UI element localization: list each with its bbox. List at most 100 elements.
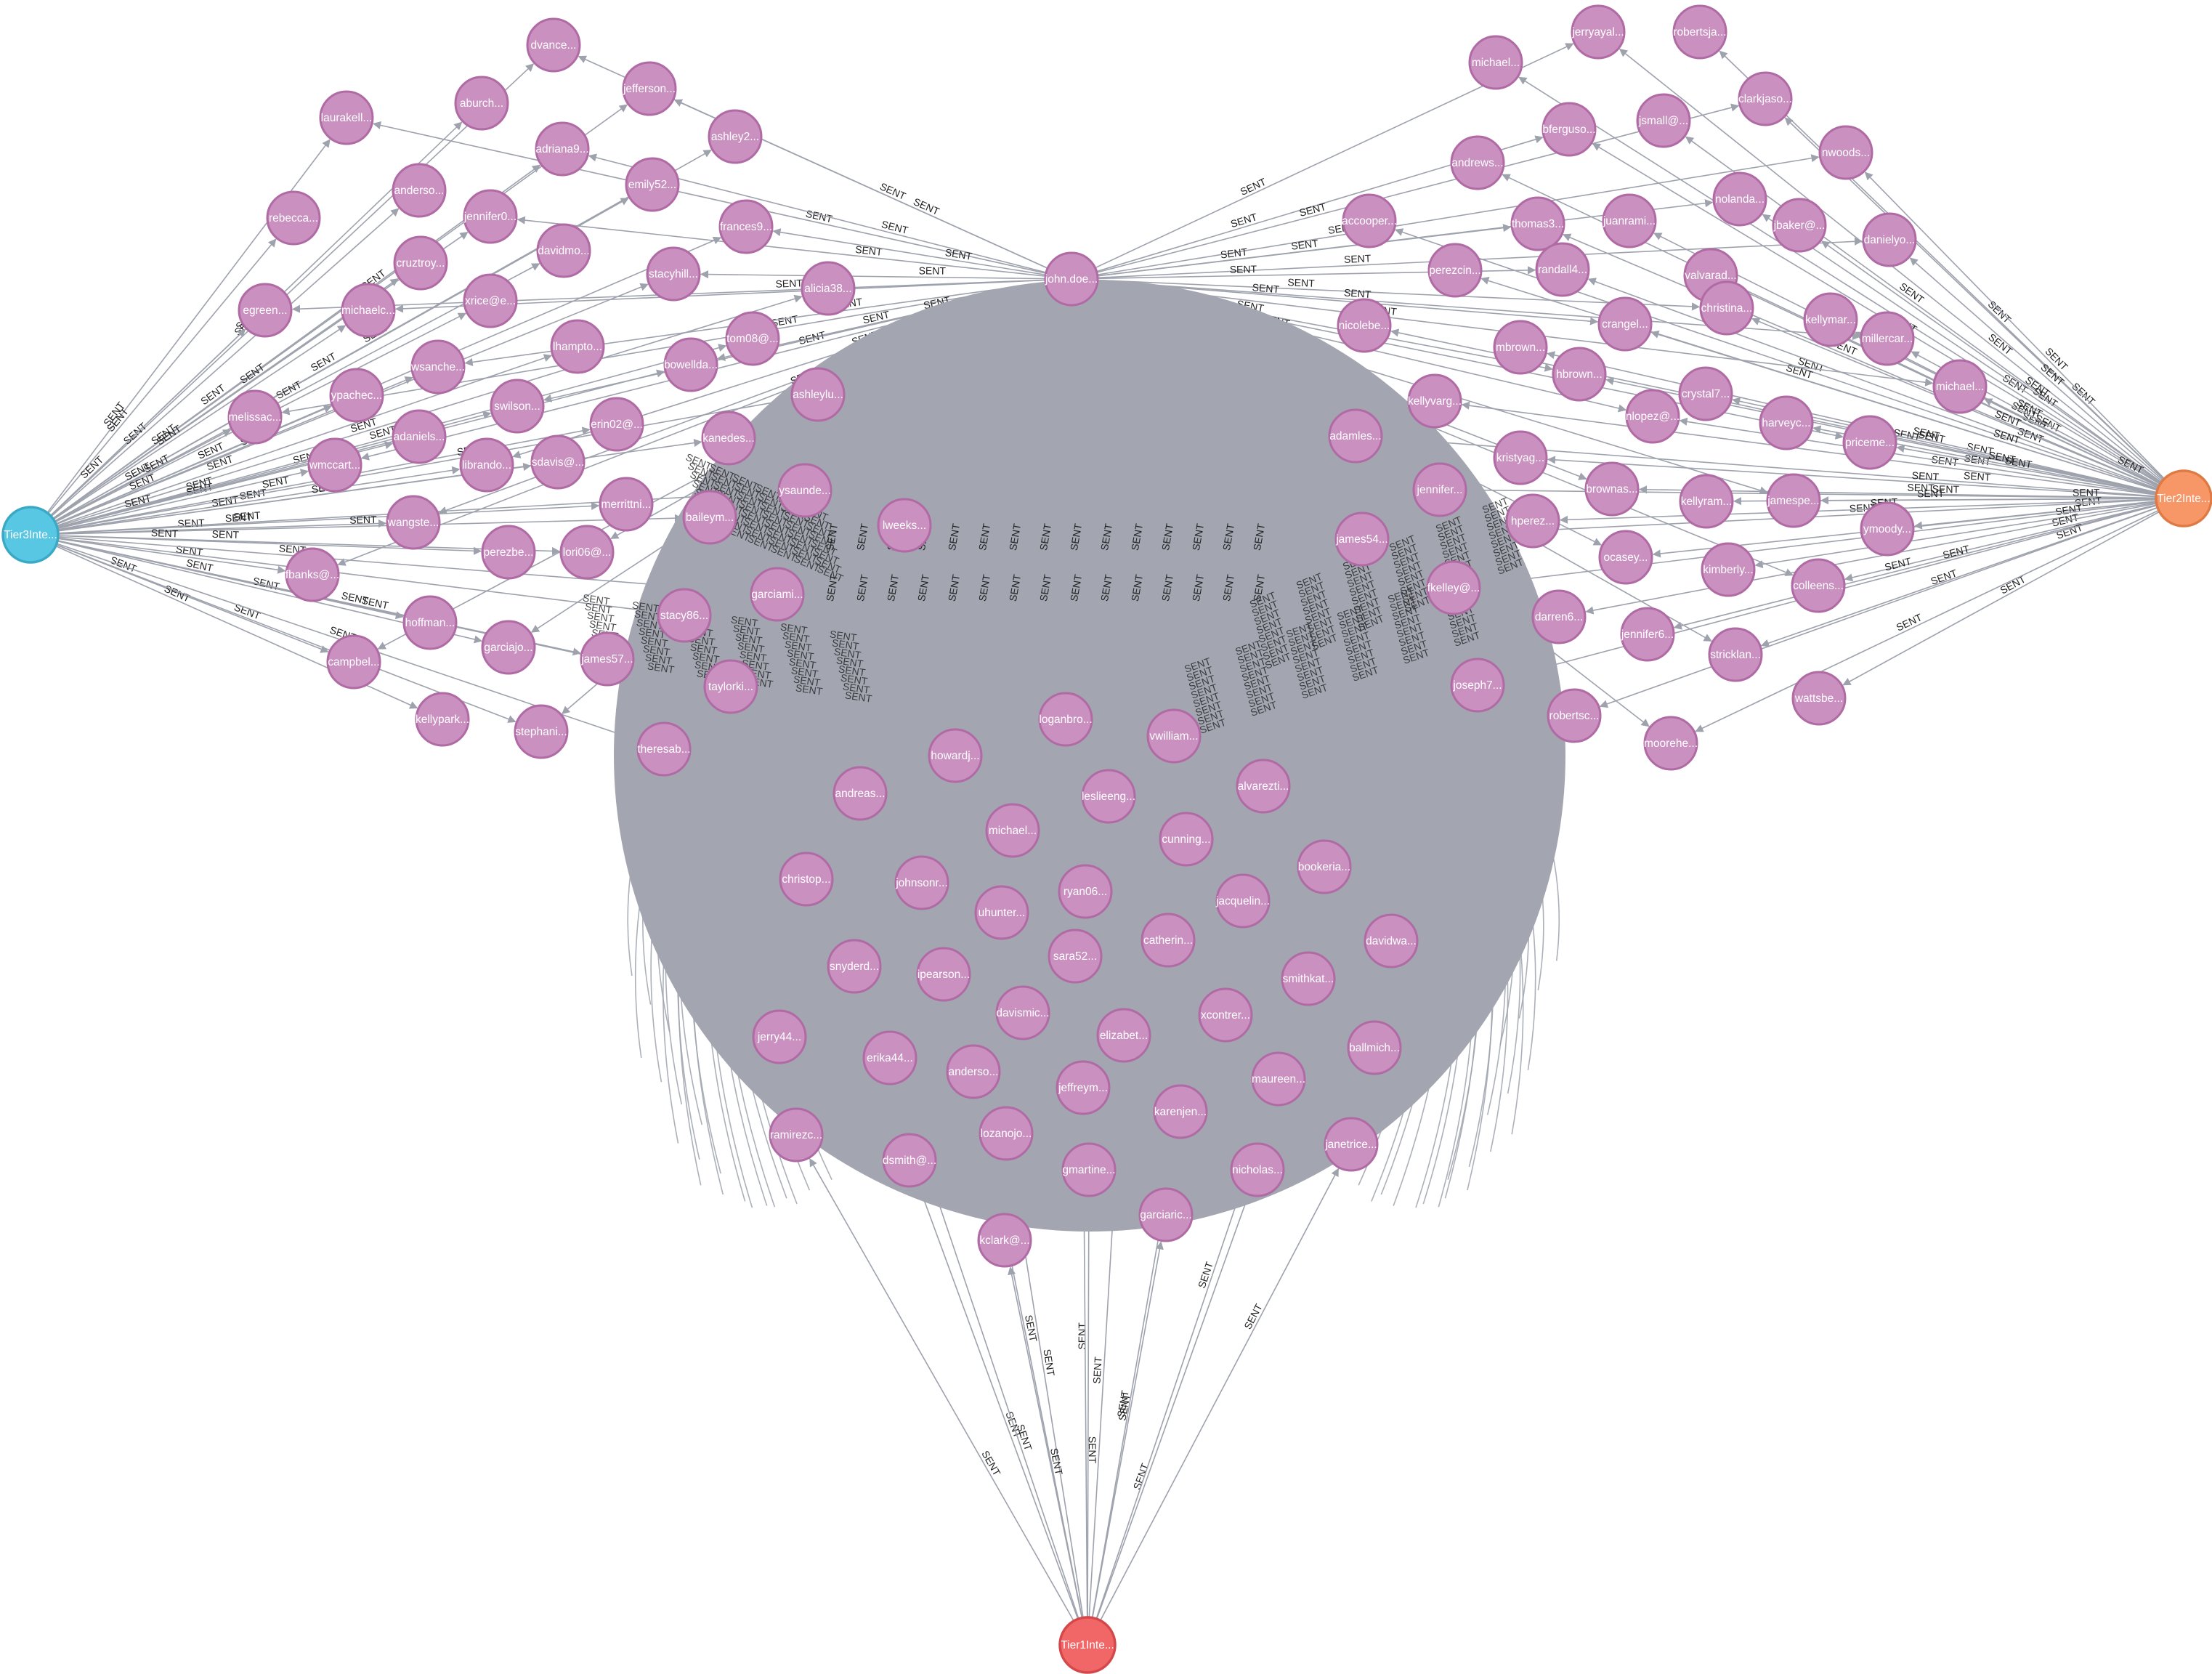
- user-node-garciajo[interactable]: garciajo...: [481, 620, 536, 675]
- user-node-kellyram[interactable]: kellyram...: [1679, 474, 1734, 529]
- user-node-thomas3[interactable]: thomas3...: [1510, 196, 1565, 251]
- user-node-perezcin[interactable]: perezcin...: [1427, 243, 1483, 298]
- user-node-adriana9[interactable]: adriana9...: [535, 121, 590, 177]
- user-node-uhunter[interactable]: uhunter...: [974, 885, 1029, 940]
- user-node-sdavis[interactable]: sdavis@...: [530, 434, 586, 490]
- user-node-aburch[interactable]: aburch...: [454, 76, 509, 131]
- user-node-kclark[interactable]: kclark@...: [977, 1213, 1032, 1268]
- user-node-rebecca[interactable]: rebecca...: [266, 190, 321, 246]
- user-node-lweeks[interactable]: lweeks...: [877, 498, 932, 553]
- user-node-moorehe[interactable]: moorehe...: [1643, 716, 1698, 771]
- hub-node-tier3[interactable]: Tier3Inte...: [1, 506, 60, 564]
- user-node-leslieeng[interactable]: leslieeng...: [1081, 769, 1136, 824]
- user-node-howardj[interactable]: howardj...: [928, 728, 983, 783]
- tier3-28-edge[interactable]: [30, 466, 461, 535]
- user-node-nicolebe[interactable]: nicolebe...: [1337, 298, 1392, 353]
- tier2-0-edge[interactable]: [1518, 76, 2184, 499]
- tier3-47-edge[interactable]: [30, 534, 658, 615]
- tier3-10-edge[interactable]: [30, 328, 246, 535]
- user-node-randall4[interactable]: randall4...: [1535, 242, 1590, 297]
- user-node-andreas[interactable]: andreas...: [832, 766, 888, 821]
- tier3-42-edge[interactable]: [30, 534, 516, 723]
- user-node-vwilliam[interactable]: vwilliam...: [1146, 708, 1202, 764]
- user-node-danielyo[interactable]: danielyo...: [1862, 212, 1917, 267]
- center-l16-edge[interactable]: [700, 270, 1072, 280]
- user-node-lozanojo[interactable]: lozanojo...: [979, 1106, 1034, 1161]
- user-node-fbanks[interactable]: fbanks@...: [285, 547, 340, 602]
- user-node-michaelc[interactable]: michaelc...: [341, 283, 396, 338]
- user-node-hoffman[interactable]: hoffman...: [402, 595, 458, 650]
- user-node-clarkjaso[interactable]: clarkjaso...: [1738, 71, 1793, 126]
- user-node-wsanche[interactable]: wsanche...: [410, 339, 466, 395]
- user-node-jennifer6[interactable]: jennifer6...: [1620, 607, 1675, 662]
- user-node-nlopez[interactable]: nlopez@...: [1625, 389, 1680, 444]
- tier2-26-edge[interactable]: [1461, 401, 2184, 499]
- user-node-davidwa[interactable]: davidwa...: [1364, 913, 1419, 969]
- user-node-swilson[interactable]: swilson...: [490, 379, 545, 434]
- user-node-davidmo[interactable]: davidmo...: [536, 223, 591, 278]
- user-node-egreen[interactable]: egreen...: [238, 283, 293, 338]
- user-node-ashley2[interactable]: ashley2...: [708, 109, 763, 164]
- tier1-3-edge[interactable]: [1085, 1196, 1093, 1646]
- tier2-48-edge[interactable]: [1842, 498, 2184, 686]
- tier3-36-edge[interactable]: [30, 534, 561, 556]
- tier2-29-edge[interactable]: [1896, 444, 2184, 499]
- user-node-hperez[interactable]: hperez...: [1505, 493, 1560, 549]
- user-node-kellypark[interactable]: kellypark...: [415, 692, 470, 747]
- user-node-nolanda[interactable]: nolanda...: [1712, 171, 1767, 227]
- user-node-bookeria[interactable]: bookeria...: [1297, 839, 1352, 894]
- user-node-jerryayal[interactable]: jerryayal...: [1571, 4, 1626, 60]
- user-node-erika44[interactable]: erika44...: [862, 1030, 917, 1085]
- user-node-maureen[interactable]: maureen...: [1251, 1051, 1306, 1107]
- tier2-44-edge[interactable]: [1673, 498, 2184, 630]
- user-node-campbel[interactable]: campbel...: [326, 634, 381, 690]
- tier2-7-edge[interactable]: [1864, 171, 2184, 499]
- user-node-stephani[interactable]: stephani...: [514, 704, 569, 759]
- user-node-johnsonr[interactable]: johnsonr...: [894, 855, 949, 910]
- tier3-21-edge[interactable]: [30, 354, 553, 535]
- hub-node-tier1[interactable]: Tier1Inte...: [1058, 1616, 1117, 1674]
- center-l8-edge[interactable]: [516, 216, 1072, 280]
- user-node-michael[interactable]: michael...: [1932, 359, 1988, 414]
- user-node-jennifer0[interactable]: jennifer0...: [463, 189, 518, 244]
- user-node-lori06[interactable]: lori06@...: [559, 525, 615, 580]
- user-node-fkelley[interactable]: fkelley@...: [1426, 560, 1481, 615]
- user-node-adamles[interactable]: adamles...: [1328, 408, 1383, 464]
- user-node-catherin[interactable]: catherin...: [1141, 913, 1196, 968]
- tier3-33-edge[interactable]: [30, 514, 684, 535]
- user-node-elizabet[interactable]: elizabet...: [1096, 1008, 1151, 1063]
- center-l14-edge[interactable]: [772, 228, 1072, 280]
- tier2-32-edge[interactable]: [1547, 456, 2184, 499]
- user-node-kellymar[interactable]: kellymar...: [1803, 292, 1858, 347]
- user-node-joseph7[interactable]: joseph7...: [1450, 658, 1505, 713]
- user-node-garciaric[interactable]: garciaric...: [1138, 1187, 1194, 1242]
- center-r17-edge[interactable]: [1071, 278, 1701, 311]
- user-node-gmartine[interactable]: gmartine...: [1061, 1142, 1117, 1197]
- user-node-darren6[interactable]: darren6...: [1531, 589, 1587, 644]
- tier2-8-edge[interactable]: [1394, 228, 2184, 499]
- user-node-emily52[interactable]: emily52...: [625, 157, 680, 212]
- tier3-1-edge[interactable]: [30, 238, 277, 535]
- user-node-kimberly[interactable]: kimberly...: [1701, 542, 1756, 597]
- user-node-christina[interactable]: christina...: [1699, 280, 1754, 336]
- tier1-0-edge[interactable]: [809, 1158, 1088, 1646]
- tier3-23-edge[interactable]: [30, 344, 727, 535]
- tier3-46-edge[interactable]: [30, 534, 751, 596]
- user-node-stacyhill[interactable]: stacyhill...: [646, 246, 701, 302]
- user-node-alvarezti[interactable]: alvarezti...: [1236, 759, 1291, 814]
- user-node-jsmall[interactable]: jsmall@...: [1636, 93, 1691, 148]
- user-node-juanrami[interactable]: juanrami...: [1602, 193, 1657, 248]
- user-node-nwoods[interactable]: nwoods...: [1818, 125, 1873, 180]
- tier2-35-edge[interactable]: [1820, 496, 2184, 505]
- hub-node-tier2[interactable]: Tier2Inte...: [2155, 469, 2212, 527]
- tier1-4-edge[interactable]: [1087, 1194, 1250, 1646]
- user-node-kristyag[interactable]: kristyag...: [1493, 430, 1548, 485]
- user-node-jbaker[interactable]: jbaker@...: [1772, 198, 1827, 253]
- user-node-taylorki[interactable]: taylorki...: [703, 659, 758, 714]
- tier2-41-edge[interactable]: [1844, 498, 2184, 582]
- user-node-perezbe[interactable]: perezbe...: [481, 525, 536, 580]
- user-node-librando[interactable]: librando...: [459, 437, 514, 493]
- user-node-anderso[interactable]: anderso...: [946, 1044, 1001, 1099]
- user-node-bferguso[interactable]: bferguso...: [1541, 102, 1597, 157]
